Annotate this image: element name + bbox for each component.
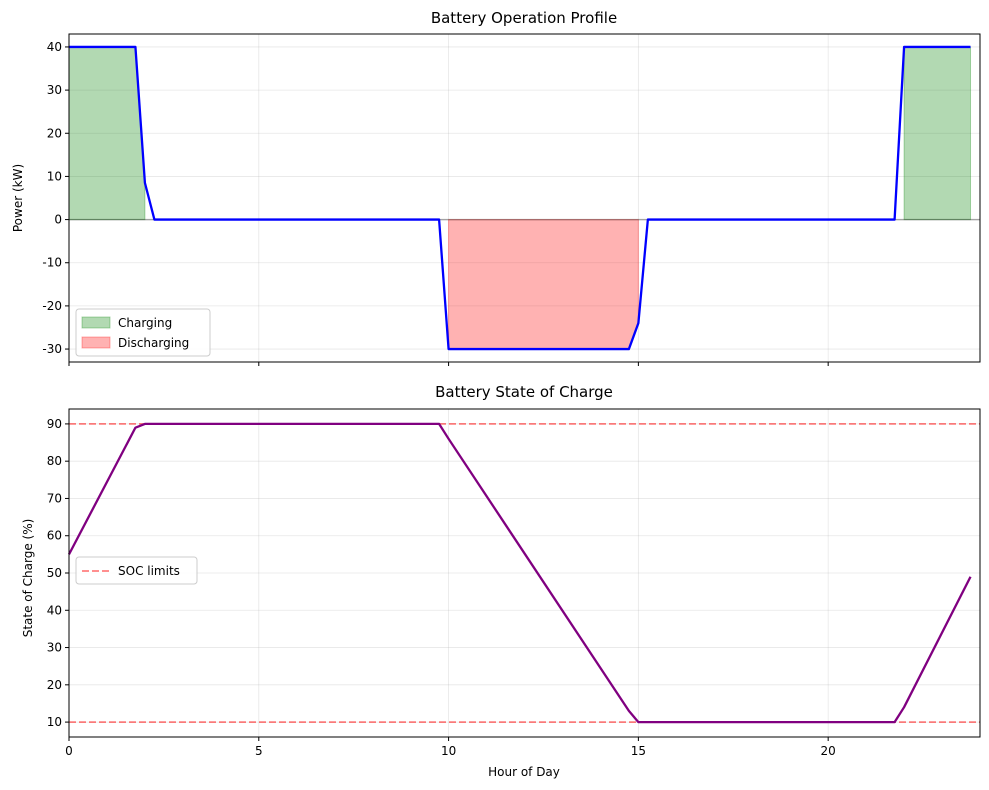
power-y-tick-label-3: 0	[54, 213, 62, 227]
soc-x-axis-label: Hour of Day	[488, 765, 560, 779]
soc-y-tick-label-5: 60	[47, 529, 62, 543]
power-y-tick-label-0: -30	[42, 342, 62, 356]
power-fill-charging-0	[68, 46, 146, 221]
power-y-tick-label-4: 10	[47, 169, 62, 183]
power-chart-title: Battery Operation Profile	[431, 9, 617, 27]
power-y-tick-label-7: 40	[47, 40, 62, 54]
power-axes-frame	[68, 33, 981, 363]
soc-y-tick-label-8: 90	[47, 417, 62, 431]
soc-x-tick-label-4: 20	[821, 744, 836, 758]
soc-y-tick-label-3: 40	[47, 603, 62, 617]
soc-x-tick-label-3: 15	[631, 744, 646, 758]
soc-chart-title: Battery State of Charge	[435, 383, 613, 401]
soc-x-tick-label-0: 0	[65, 744, 73, 758]
power-y-tick-label-6: 30	[47, 83, 62, 97]
power-legend-swatch-0	[81, 316, 111, 329]
power-y-tick-label-2: -10	[42, 256, 62, 270]
soc-y-tick-label-2: 30	[47, 641, 62, 655]
power-y-axis-label: Power (kW)	[11, 164, 25, 232]
power-y-tick-label-1: -20	[42, 299, 62, 313]
soc-x-tick-label-1: 5	[255, 744, 263, 758]
power-legend-label-0: Charging	[118, 316, 172, 330]
power-axes: Battery Operation Profile Power (kW) -30…	[11, 9, 981, 366]
power-series-line-0	[69, 45, 971, 351]
soc-y-axis-label: State of Charge (%)	[21, 519, 35, 638]
soc-y-tick-label-4: 50	[47, 566, 62, 580]
power-legend-swatch-1	[81, 336, 111, 349]
power-legend-label-1: Discharging	[118, 336, 189, 350]
power-y-tick-label-5: 20	[47, 126, 62, 140]
soc-y-tick-label-0: 10	[47, 715, 62, 729]
power-fill-charging-1	[903, 46, 972, 221]
power-legend-box	[75, 308, 211, 357]
soc-y-tick-label-1: 20	[47, 678, 62, 692]
soc-legend-label-0: SOC limits	[118, 564, 180, 578]
soc-series-line-0	[67, 422, 972, 724]
power-fill-discharging-2	[448, 219, 639, 350]
soc-y-tick-label-7: 80	[47, 454, 62, 468]
soc-legend-box	[75, 556, 198, 585]
soc-axes: Battery State of Charge State of Charge …	[21, 383, 981, 779]
soc-y-tick-label-6: 70	[47, 491, 62, 505]
soc-x-tick-label-2: 10	[441, 744, 456, 758]
